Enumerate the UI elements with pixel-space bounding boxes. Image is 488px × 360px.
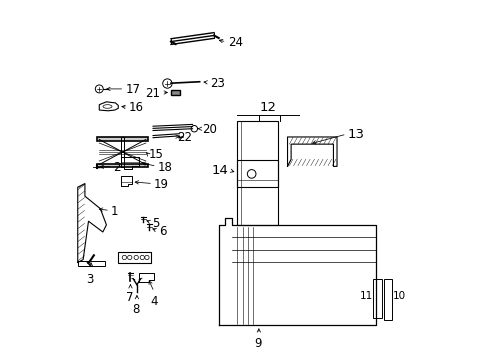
Text: 24: 24 [227,36,242,49]
Bar [78,261,104,266]
Bar [118,252,151,263]
Text: 23: 23 [209,77,224,90]
Text: 3: 3 [86,273,93,285]
Bar [97,163,148,167]
Text: 7: 7 [125,291,133,304]
Text: 22: 22 [177,131,192,144]
Text: 21: 21 [145,87,160,100]
Text: 8: 8 [132,303,139,316]
Bar [236,160,277,187]
Text: 14: 14 [211,164,228,177]
Text: 20: 20 [202,123,217,136]
Bar [121,137,124,167]
Text: 1: 1 [111,205,119,218]
Bar [97,137,148,140]
Bar [171,90,180,95]
Text: 12: 12 [259,102,276,114]
Text: 18: 18 [158,161,172,174]
Text: 5: 5 [152,216,160,230]
Text: 19: 19 [154,178,169,191]
Bar [372,279,381,318]
Text: 4: 4 [150,295,157,308]
Text: 17: 17 [125,83,140,96]
Text: 6: 6 [159,225,166,238]
Text: 2: 2 [113,161,121,174]
Text: 16: 16 [129,102,144,114]
Text: 15: 15 [148,148,163,161]
Text: 10: 10 [392,291,405,301]
Text: 13: 13 [347,128,364,141]
Bar [383,279,391,320]
Text: 11: 11 [359,291,372,301]
Text: 9: 9 [253,337,261,350]
Bar [236,121,277,225]
